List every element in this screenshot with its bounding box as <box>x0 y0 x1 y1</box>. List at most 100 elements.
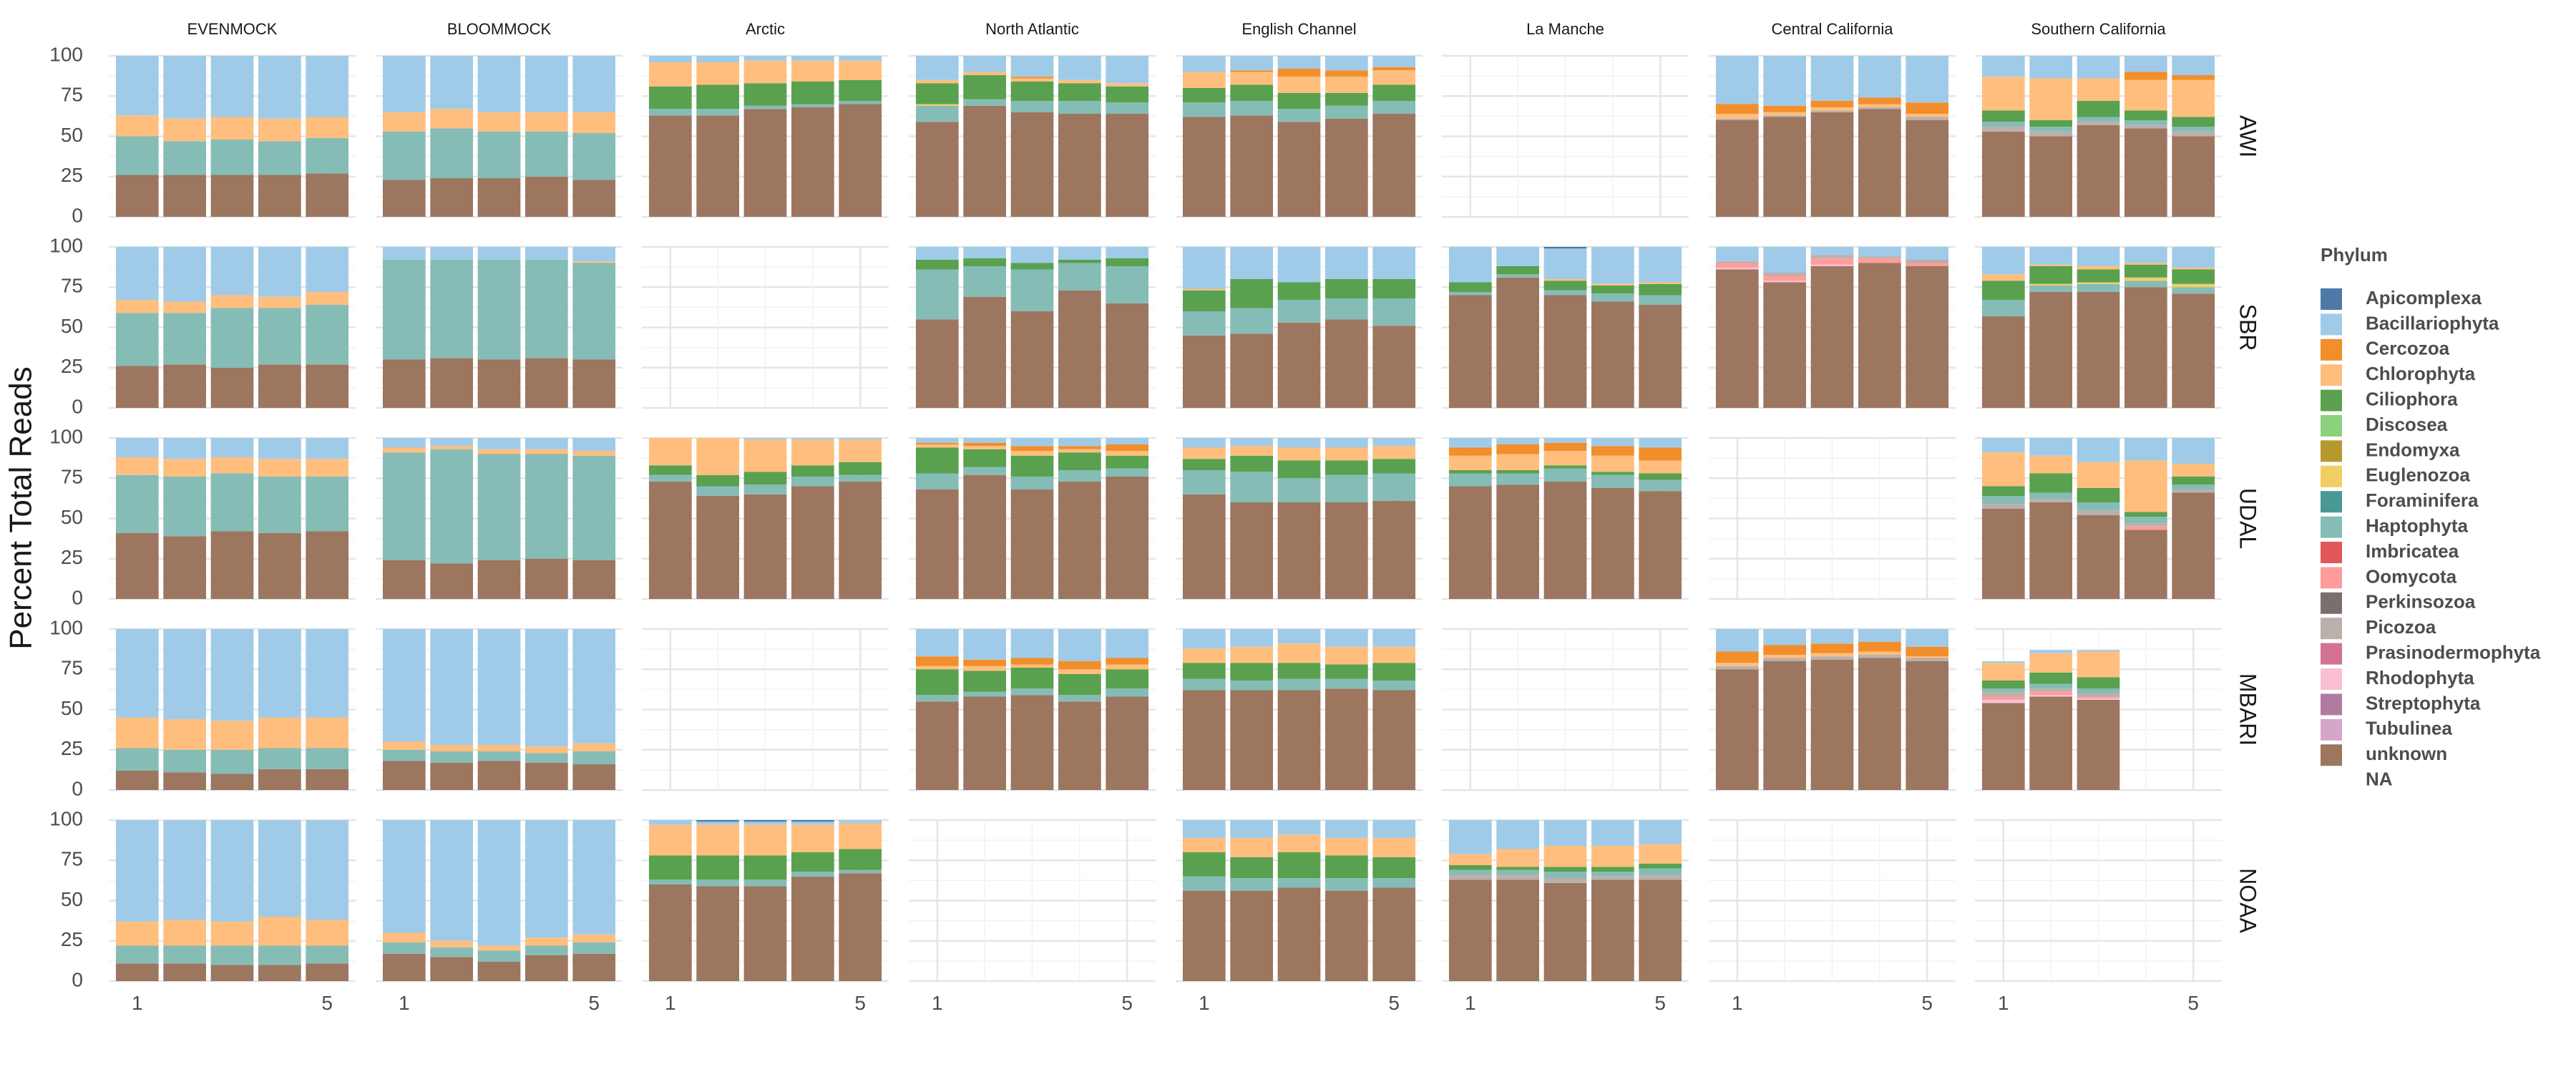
bar-segment-unknown <box>696 886 740 981</box>
bar-segment-picozoa <box>1763 273 1807 276</box>
bar-segment-haptophyta <box>1639 479 1682 492</box>
bar-segment-haptophyta <box>572 263 616 360</box>
bar-segment-haptophyta <box>1639 868 1682 875</box>
bar-segment-ciliophora <box>648 86 692 109</box>
bar-segment-ciliophora <box>2172 269 2215 284</box>
bar-segment-bacillariophyta <box>743 822 787 825</box>
bar-segment-picozoa <box>1639 874 1682 880</box>
bar-segment-ciliophora <box>1448 470 1492 474</box>
bar-segment-unknown <box>2172 293 2215 408</box>
legend-label-perkinsozoa: Perkinsozoa <box>2366 591 2476 613</box>
bar-segment-unknown <box>2077 515 2120 599</box>
bar-segment-ciliophora <box>1448 865 1492 870</box>
bar-segment-bacillariophyta <box>1182 247 1226 289</box>
bar-segment-unknown <box>1106 114 1149 217</box>
bar-segment-bacillariophyta <box>915 247 959 260</box>
bar-segment-bacillariophyta <box>525 438 568 449</box>
bar-segment-chlorophyta <box>1182 72 1226 88</box>
x-tick-label: 5 <box>1654 992 1666 1014</box>
bar-segment-bacillariophyta <box>1639 438 1682 448</box>
bar-segment-unknown <box>1591 487 1634 599</box>
bar-segment-ciliophora <box>1230 857 1274 878</box>
bar-segment-bacillariophyta <box>1858 56 1901 98</box>
bar-segment-chlorophyta <box>477 745 521 751</box>
bar-segment-haptophyta <box>572 455 616 560</box>
bar-segment-haptophyta <box>963 266 1007 297</box>
bar-segment-unknown <box>1010 112 1054 217</box>
bar-segment-unknown <box>1715 669 1759 790</box>
bar-segment-unknown <box>1230 333 1274 408</box>
bar-segment-chlorophyta <box>648 62 692 87</box>
bar-segment-picozoa <box>1906 260 1949 263</box>
bar-segment-unknown <box>210 531 254 599</box>
bar-segment-haptophyta <box>839 869 882 874</box>
bar-segment-haptophyta <box>1010 101 1054 112</box>
bar-segment-ciliophora <box>743 855 787 880</box>
bar-segment-unknown <box>306 963 349 981</box>
legend-swatch-cercozoa <box>2321 338 2342 361</box>
bar-segment-oomycota <box>1763 276 1807 281</box>
bar-segment-haptophyta <box>1543 468 1587 482</box>
bar-segment-chlorophyta <box>1182 447 1226 459</box>
bar-segment-haptophyta <box>163 945 207 964</box>
bar-segment-ciliophora <box>2029 672 2073 684</box>
bar-segment-unknown <box>163 772 207 790</box>
bar-segment-unknown <box>1543 882 1587 981</box>
bar-segment-ciliophora <box>1058 674 1101 696</box>
bar-segment-chlorophyta <box>696 62 740 85</box>
bar-segment-cercozoa <box>1810 101 1854 107</box>
bar-segment-cercozoa <box>1058 446 1101 449</box>
bar-segment-ciliophora <box>1277 852 1321 878</box>
bar-segment-bacillariophyta <box>306 247 349 292</box>
bar-segment-bacillariophyta <box>163 56 207 119</box>
bar-segment-bacillariophyta <box>1906 56 1949 103</box>
bar-segment-chlorophyta <box>1230 646 1274 663</box>
bar-segment-chlorophyta <box>525 112 568 132</box>
bar-segment-ciliophora <box>2124 264 2167 278</box>
bar-segment-haptophyta <box>115 136 159 175</box>
bar-segment-unknown <box>1810 266 1854 408</box>
bar-segment-ciliophora <box>648 855 692 880</box>
row-strip-udal: UDAL <box>2235 488 2261 549</box>
bar-segment-bacillariophyta <box>791 56 834 61</box>
bar-segment-ciliophora <box>1496 867 1540 870</box>
bar-segment-picozoa <box>1763 658 1807 661</box>
bar-segment-chlorophyta <box>572 743 616 751</box>
bar-segment-ciliophora <box>1543 867 1587 872</box>
bar-segment-unknown <box>477 178 521 217</box>
bar-segment-unknown <box>258 175 301 217</box>
y-tick-label: 50 <box>61 124 83 146</box>
bar-segment-bacillariophyta <box>1715 56 1759 104</box>
bar-segment-cercozoa <box>1372 67 1416 71</box>
legend-swatch-perkinsozoa <box>2321 592 2342 614</box>
bar-segment-chlorophyta <box>258 296 301 308</box>
bar-segment-bacillariophyta <box>1182 629 1226 648</box>
bar-segment-haptophyta <box>1277 478 1321 502</box>
bar-segment-haptophyta <box>696 879 740 887</box>
bar-segment-unknown <box>1496 277 1540 408</box>
bar-segment-bacillariophyta <box>791 822 834 825</box>
bar-segment-unknown <box>1058 701 1101 790</box>
bar-segment-unknown <box>1058 114 1101 217</box>
bar-segment-chlorophyta <box>306 920 349 946</box>
bar-segment-ciliophora <box>2172 477 2215 485</box>
bar-segment-ciliophora <box>2077 101 2120 117</box>
bar-segment-bacillariophyta <box>525 56 568 112</box>
bar-segment-bacillariophyta <box>1906 247 1949 260</box>
bar-segment-unknown <box>477 560 521 599</box>
bar-segment-haptophyta <box>163 477 207 537</box>
bar-segment-bacillariophyta <box>1448 247 1492 283</box>
bar-segment-chlorophyta <box>1277 447 1321 461</box>
bar-segment-haptophyta <box>1058 101 1101 114</box>
bar-segment-unknown <box>430 762 474 790</box>
bar-segment-haptophyta <box>915 269 959 320</box>
legend-title: Phylum <box>2321 244 2388 265</box>
column-strip-southern-california: Southern California <box>2031 20 2166 38</box>
bar-segment-rhodophyta <box>1810 264 1854 266</box>
row-strip-mbari: MBARI <box>2235 673 2261 746</box>
y-tick-label: 25 <box>61 546 83 568</box>
bar-segment-ciliophora <box>696 474 740 487</box>
bar-segment-bacillariophyta <box>1010 56 1054 77</box>
bar-segment-euglenozoa <box>915 104 959 106</box>
bar-segment-unknown <box>1230 502 1274 599</box>
